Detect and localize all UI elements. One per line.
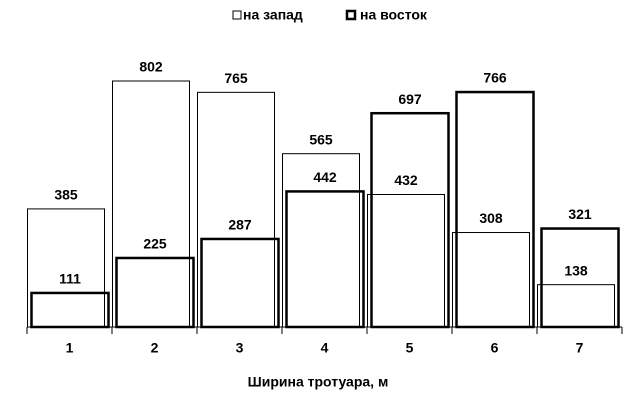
data-label: 225 [143,236,167,252]
x-tick-label: 4 [321,340,329,356]
data-label: 308 [479,210,503,226]
legend-label: на восток [360,7,428,23]
x-tick-label: 5 [406,340,414,356]
data-label: 565 [309,131,333,147]
x-tick-label: 2 [151,340,159,356]
data-label: 697 [398,91,422,107]
legend-marker [345,9,357,21]
bar [455,90,535,329]
x-tick-label: 6 [491,340,499,356]
data-label: 442 [313,169,337,185]
data-label: 321 [568,206,592,222]
bar [200,237,280,329]
data-label: 287 [228,217,252,233]
legend-label: на запад [243,7,303,23]
data-label: 432 [394,172,418,188]
x-tick-label: 1 [66,340,74,356]
bar [285,190,365,329]
bar [30,291,110,329]
legend-marker [232,10,242,20]
data-label: 385 [54,187,78,203]
data-label: 111 [59,271,81,287]
x-axis-title: Ширина тротуара, м [248,374,389,390]
bar [370,111,450,329]
x-tick-label: 7 [576,340,584,356]
x-tick-label: 3 [236,340,244,356]
bar [115,256,195,329]
bar [540,227,620,329]
data-label: 765 [224,70,248,86]
data-label: 766 [483,70,507,86]
data-label: 802 [139,59,163,75]
data-label: 138 [564,262,588,278]
